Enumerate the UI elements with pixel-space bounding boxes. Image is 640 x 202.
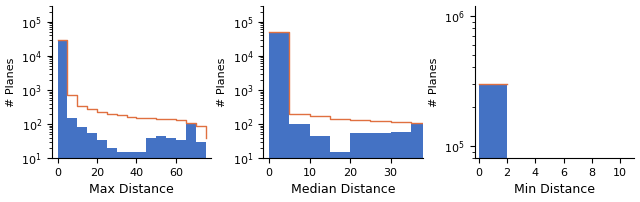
Bar: [116, 152, 127, 202]
X-axis label: Min Distance: Min Distance: [514, 183, 595, 196]
Y-axis label: # Planes: # Planes: [6, 57, 15, 106]
Bar: [269, 32, 289, 202]
Bar: [479, 84, 507, 202]
Bar: [176, 140, 186, 202]
Bar: [77, 127, 87, 202]
Bar: [289, 124, 310, 202]
X-axis label: Max Distance: Max Distance: [89, 183, 174, 196]
Bar: [127, 152, 136, 202]
Bar: [67, 118, 77, 202]
Bar: [411, 124, 431, 202]
Bar: [330, 152, 350, 202]
X-axis label: Median Distance: Median Distance: [291, 183, 396, 196]
Bar: [107, 148, 116, 202]
Bar: [371, 133, 390, 202]
Bar: [196, 142, 205, 202]
Bar: [136, 152, 147, 202]
Bar: [58, 40, 67, 202]
Y-axis label: # Planes: # Planes: [429, 57, 438, 106]
Bar: [147, 138, 156, 202]
Bar: [166, 138, 176, 202]
Bar: [97, 140, 107, 202]
Bar: [156, 136, 166, 202]
Bar: [186, 124, 196, 202]
Bar: [310, 136, 330, 202]
Y-axis label: # Planes: # Planes: [217, 57, 227, 106]
Bar: [390, 132, 411, 202]
Bar: [350, 133, 371, 202]
Bar: [87, 133, 97, 202]
